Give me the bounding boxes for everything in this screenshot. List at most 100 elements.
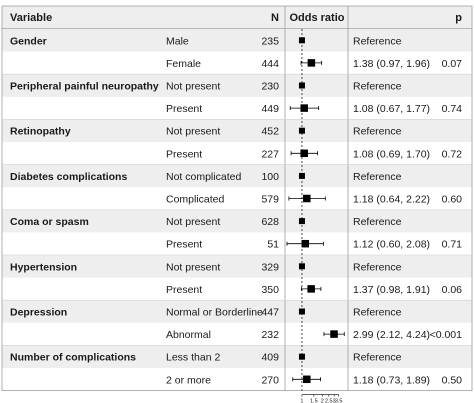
reference-point — [298, 37, 305, 44]
level-label: Not present — [166, 261, 220, 273]
odds-ratio-text: Reference — [353, 307, 402, 319]
p-value: 0.74 — [442, 103, 463, 115]
frame-border — [1, 5, 473, 392]
header-odds-ratio: Odds ratio — [289, 12, 344, 24]
n-value: 452 — [261, 126, 279, 138]
point-estimate — [301, 239, 310, 248]
axis-tick-label: 2.5 — [325, 399, 333, 403]
odds-ratio-text: Reference — [353, 261, 402, 273]
header-p: p — [455, 12, 462, 24]
reference-point — [298, 82, 305, 89]
level-label: Not complicated — [166, 171, 241, 183]
p-value: 0.60 — [442, 194, 463, 206]
odds-ratio-text: 1.18 (0.64, 2.22) — [353, 194, 430, 206]
odds-ratio-text: Reference — [353, 216, 402, 228]
point-estimate — [303, 375, 311, 384]
variable-label: Gender — [10, 35, 47, 47]
level-label: Abnormal — [166, 329, 211, 341]
odds-ratio-plot — [286, 29, 345, 391]
row-stripe — [2, 74, 472, 97]
level-label: Present — [166, 239, 202, 251]
row-stripe — [2, 164, 472, 188]
p-value: 0.50 — [442, 374, 463, 386]
axis-tick-label: 3 — [333, 399, 336, 403]
level-label: Female — [166, 58, 201, 70]
header-n: N — [271, 12, 279, 24]
table-rows: Gender Male 235 Reference Female 444 1.38 (0.9… — [10, 35, 462, 386]
n-value: 235 — [261, 35, 279, 47]
n-value: 444 — [261, 58, 279, 70]
axis-tick-label: 1 — [300, 399, 303, 403]
n-value: 628 — [261, 216, 279, 228]
odds-ratio-text: 2.99 (2.12, 4.24) — [353, 329, 430, 341]
variable-label: Retinopathy — [10, 126, 71, 138]
p-value: <0.001 — [430, 329, 463, 341]
n-value: 447 — [261, 307, 279, 319]
point-estimate — [303, 194, 311, 203]
point-estimate — [330, 330, 338, 338]
variable-label: Coma or spasm — [10, 216, 89, 228]
odds-ratio-text: 1.08 (0.67, 1.77) — [353, 103, 430, 115]
point-estimate — [307, 59, 316, 67]
header-row: Variable N Odds ratio p — [10, 12, 462, 24]
row-stripe — [2, 300, 472, 323]
row-stripes — [2, 6, 472, 368]
level-label: 2 or more — [166, 374, 211, 386]
odds-ratio-text: 1.38 (0.97, 1.96) — [353, 58, 430, 70]
variable-label: Peripheral painful neuropathy — [10, 81, 159, 93]
level-label: Not present — [166, 126, 220, 138]
n-value: 350 — [261, 284, 279, 296]
x-axis: 1 1.5 2 2.5 3 3.5 — [300, 394, 343, 403]
p-value: 0.72 — [442, 148, 463, 160]
n-value: 227 — [261, 148, 279, 160]
axis-tick-label: 1.5 — [310, 399, 318, 403]
header-variable: Variable — [10, 12, 52, 24]
n-value: 230 — [261, 81, 279, 93]
level-label: Not present — [166, 81, 220, 93]
n-value: 409 — [261, 352, 279, 364]
odds-ratio-text: 1.37 (0.98, 1.91) — [353, 284, 430, 296]
odds-ratio-text: 1.12 (0.60, 2.08) — [353, 239, 430, 251]
row-stripe — [2, 119, 472, 142]
reference-point — [298, 353, 305, 360]
point-estimate — [300, 149, 308, 158]
level-label: Present — [166, 284, 202, 296]
odds-ratio-text: 1.18 (0.73, 1.89) — [353, 374, 430, 386]
table-frame — [1, 5, 473, 392]
level-label: Less than 2 — [166, 352, 220, 364]
n-value: 232 — [261, 329, 279, 341]
level-label: Not present — [166, 216, 220, 228]
axis-tick-label: 3.5 — [335, 399, 343, 403]
p-value: 0.06 — [442, 284, 463, 296]
variable-label: Depression — [10, 307, 67, 319]
odds-ratio-text: Reference — [353, 352, 402, 364]
n-value: 270 — [261, 374, 279, 386]
n-value: 449 — [261, 103, 279, 115]
odds-ratio-text: Reference — [353, 81, 402, 93]
n-value: 100 — [261, 171, 279, 183]
row-stripe — [2, 255, 472, 278]
level-label: Present — [166, 148, 202, 160]
row-stripe — [2, 345, 472, 368]
reference-point — [298, 172, 305, 179]
p-value: 0.71 — [442, 239, 463, 251]
variable-label: Number of complications — [10, 352, 136, 364]
variable-label: Hypertension — [10, 261, 77, 273]
point-estimate — [307, 285, 315, 293]
odds-ratio-text: Reference — [353, 35, 402, 47]
n-value: 329 — [261, 261, 279, 273]
level-label: Present — [166, 103, 202, 115]
odds-ratio-text: 1.08 (0.69, 1.70) — [353, 148, 430, 160]
axis-tick-label: 2 — [321, 399, 324, 403]
reference-point — [298, 263, 305, 270]
reference-point — [298, 308, 305, 315]
odds-ratio-text: Reference — [353, 126, 402, 138]
header-background — [2, 6, 472, 28]
row-stripe — [2, 29, 472, 52]
reference-point — [298, 218, 305, 225]
variable-label: Diabetes complications — [10, 171, 127, 183]
point-estimate — [300, 104, 308, 112]
row-stripe — [2, 209, 472, 233]
level-label: Male — [166, 35, 189, 47]
